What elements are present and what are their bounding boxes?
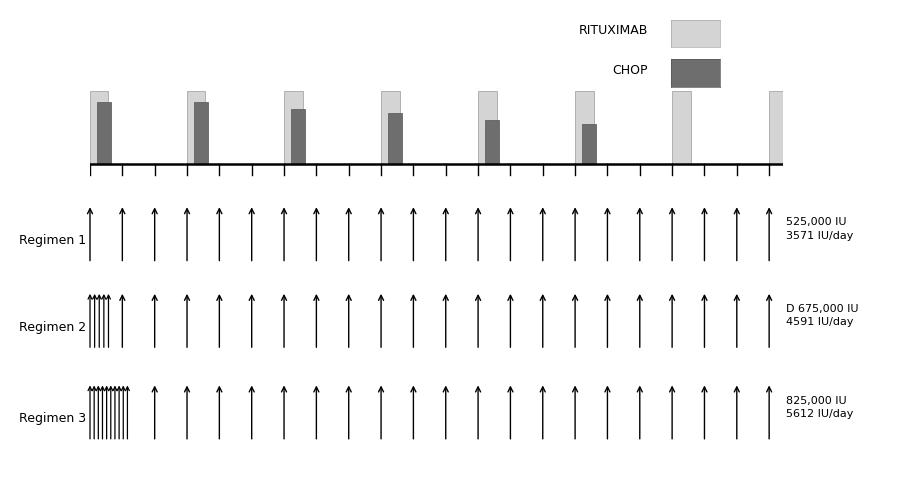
Text: RITUXIMAB: RITUXIMAB xyxy=(579,24,648,37)
Bar xyxy=(291,109,305,164)
Bar xyxy=(381,92,400,164)
Bar xyxy=(575,92,594,164)
Text: 525,000 IU
3571 IU/day: 525,000 IU 3571 IU/day xyxy=(787,217,854,241)
Text: D 675,000 IU
4591 IU/day: D 675,000 IU 4591 IU/day xyxy=(787,304,859,327)
Bar xyxy=(770,92,788,164)
Bar xyxy=(187,92,205,164)
Bar xyxy=(582,124,596,164)
Bar xyxy=(672,92,690,164)
Text: Regimen 1: Regimen 1 xyxy=(20,234,86,247)
Bar xyxy=(194,102,208,164)
Text: Regimen 3: Regimen 3 xyxy=(20,412,86,425)
Bar xyxy=(478,92,497,164)
Bar xyxy=(388,113,401,164)
Text: CHOP: CHOP xyxy=(613,64,648,77)
Bar xyxy=(485,120,499,164)
Text: Regimen 2: Regimen 2 xyxy=(20,321,86,334)
Bar xyxy=(97,102,111,164)
Bar xyxy=(90,92,109,164)
Text: 825,000 IU
5612 IU/day: 825,000 IU 5612 IU/day xyxy=(787,396,854,419)
Bar xyxy=(284,92,302,164)
